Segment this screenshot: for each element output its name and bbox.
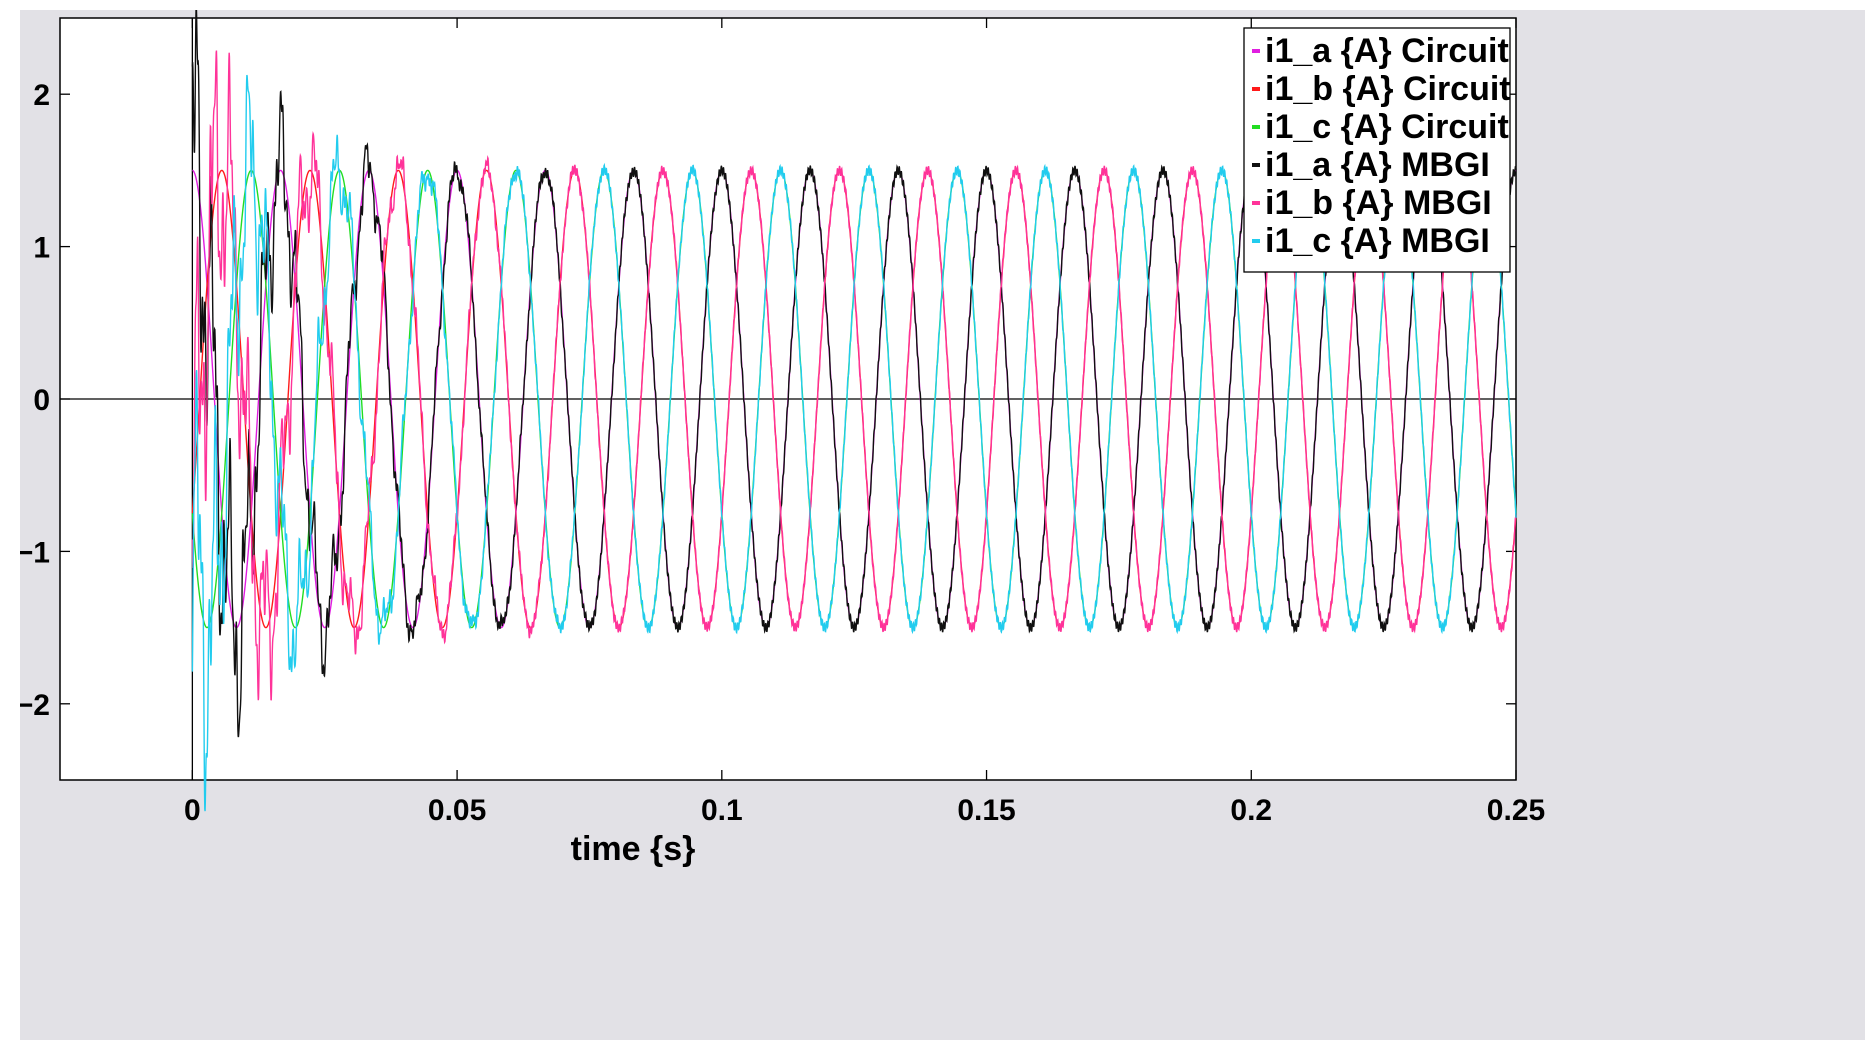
x-tick-label: 0.2 [1230, 794, 1272, 827]
legend-entry: i1_b {A} Circuit [1265, 70, 1511, 108]
y-tick-label: −2 [20, 689, 50, 722]
legend-entry: i1_a {A} Circuit [1265, 32, 1509, 70]
legend-entry: i1_c {A} Circuit [1265, 108, 1509, 146]
legend-entry: i1_a {A} MBGI [1265, 146, 1490, 184]
series-line-4 [191, 10, 1517, 738]
legend-box [1243, 27, 1511, 273]
current-chart: 0 0.05 0.1 0.15 0.2 0.25 −2 −1 0 1 2 time {s} i1_a… [20, 10, 1545, 868]
x-tick-label: 0.25 [1487, 794, 1545, 827]
ticks-group: 0 0.05 0.1 0.15 0.2 0.25 −2 −1 0 1 2 [20, 18, 1545, 827]
x-tick-label: 0.05 [428, 794, 486, 827]
y-tick-label: 1 [33, 232, 50, 265]
legend-entry: i1_b {A} MBGI [1265, 184, 1492, 222]
y-tick-label: 0 [33, 384, 50, 417]
x-tick-label: 0.15 [957, 794, 1015, 827]
x-axis-title: time {s} [571, 830, 696, 868]
series-line-6 [191, 74, 1517, 812]
x-tick-label: 0 [184, 794, 201, 827]
x-tick-label: 0.1 [701, 794, 743, 827]
figure-background: 0 0.05 0.1 0.15 0.2 0.25 −2 −1 0 1 2 time {s} i1_a… [20, 10, 1865, 1040]
y-tick-label: 2 [33, 79, 50, 112]
series-group [191, 10, 1517, 812]
legend-entry: i1_c {A} MBGI [1265, 222, 1490, 260]
y-tick-label: −1 [20, 536, 50, 569]
